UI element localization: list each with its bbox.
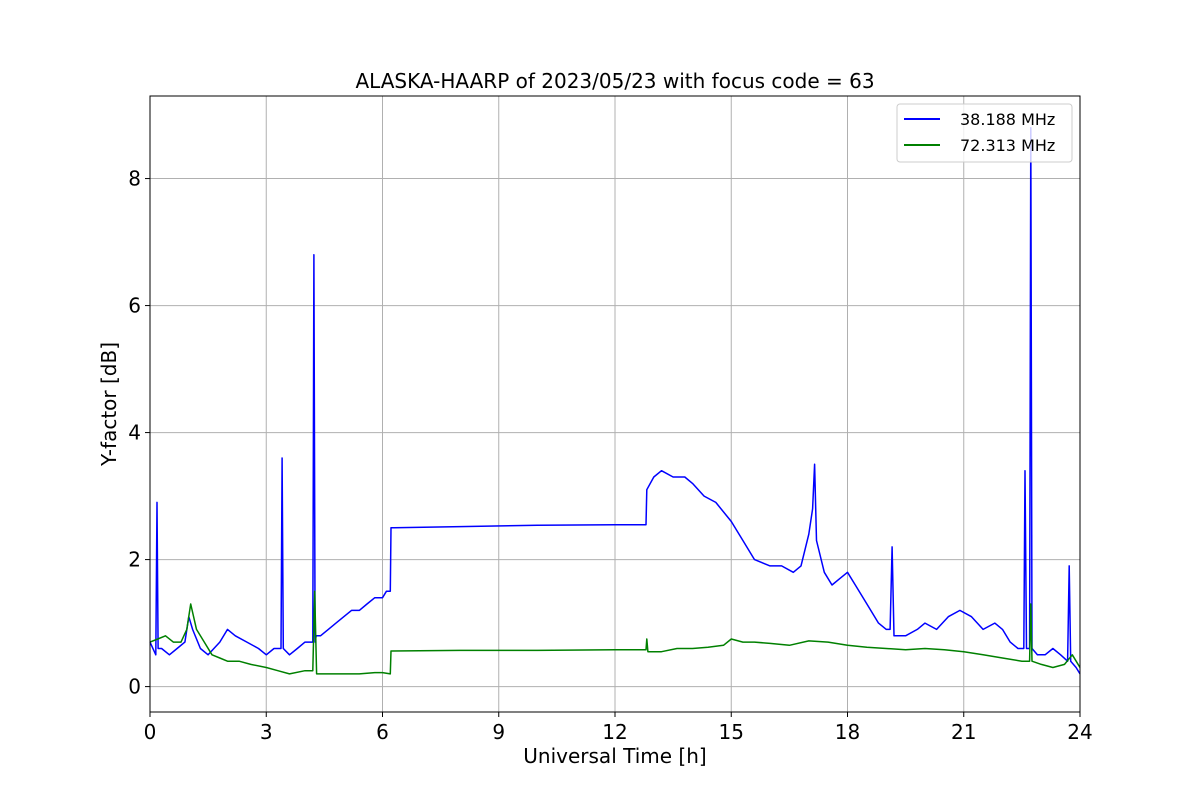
x-tick-label: 18 (835, 720, 860, 744)
series-line-72-313-mhz (149, 590, 1081, 675)
x-tick-label: 24 (1067, 720, 1092, 744)
legend-label-72-mhz: 72.313 MHz (960, 136, 1055, 155)
y-tick-label: 6 (128, 294, 141, 318)
y-tick-label: 4 (128, 421, 141, 445)
y-tick-label: 8 (128, 167, 141, 191)
legend: 38.188 MHz 72.313 MHz (896, 103, 1073, 163)
y-tick-label: 0 (128, 675, 141, 699)
y-axis-label: Y-factor [dB] (97, 342, 121, 467)
chart-title: ALASKA-HAARP of 2023/05/23 with focus co… (355, 69, 874, 93)
x-tick-label: 21 (951, 720, 976, 744)
x-tick-label: 0 (144, 720, 157, 744)
x-tick-label: 15 (719, 720, 744, 744)
series-layer (149, 127, 1081, 675)
legend-label-38-mhz: 38.188 MHz (960, 110, 1055, 129)
y-tick-label: 2 (128, 548, 141, 572)
grid (150, 96, 1080, 712)
x-tick-label: 12 (602, 720, 627, 744)
legend-box (896, 103, 1073, 163)
x-axis-label: Universal Time [h] (523, 744, 706, 768)
x-tick-label: 9 (492, 720, 505, 744)
x-tick-label: 6 (376, 720, 389, 744)
series-line-38-188-mhz (149, 127, 1081, 675)
x-tick-label: 3 (260, 720, 273, 744)
